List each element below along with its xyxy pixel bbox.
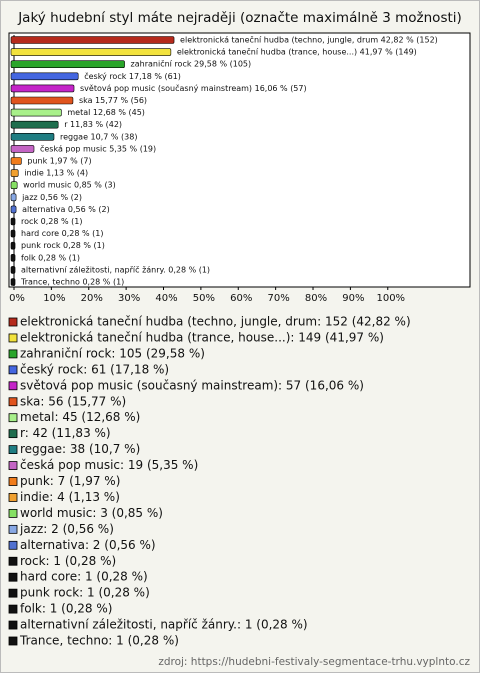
bar [10, 84, 75, 93]
value-label: punk rock 0,28 % (1) [21, 241, 105, 250]
legend-swatch [8, 397, 18, 407]
x-tick-label: 20% [81, 293, 103, 304]
legend-label: r: 42 (11,83 %) [20, 426, 111, 440]
value-label: světová pop music (současný mainstream) … [80, 83, 307, 93]
bar [10, 266, 16, 274]
legend-label: český rock: 61 (17,18 %) [20, 362, 169, 376]
bar [10, 229, 16, 238]
x-tick-label: 0% [9, 293, 25, 304]
value-label: metal 12,68 % (45) [67, 108, 145, 117]
legend-swatch [8, 477, 18, 486]
value-label: folk 0,28 % (1) [21, 253, 80, 262]
bar [10, 60, 125, 69]
legend-label: ska: 56 (15,77 %) [20, 394, 126, 408]
legend-label: alternativní záležitosti, napříč žánry.:… [20, 618, 308, 632]
legend-swatch [8, 413, 18, 423]
legend-label: hard core: 1 (0,28 %) [20, 570, 148, 584]
bar [10, 169, 19, 177]
plot-area [8, 32, 471, 288]
value-label: rock 0,28 % (1) [21, 217, 82, 226]
x-tick-label: 40% [155, 293, 177, 304]
value-label: r 11,83 % (42) [64, 120, 122, 129]
legend-label: punk: 7 (1,97 %) [20, 474, 120, 488]
legend-swatch [8, 540, 18, 550]
bar [10, 193, 17, 202]
legend-label: světová pop music (současný mainstream):… [20, 378, 364, 392]
bar [10, 157, 22, 165]
legend-label: rock: 1 (0,28 %) [20, 554, 116, 568]
legend-swatch [8, 381, 18, 391]
bar [10, 254, 16, 262]
bar [10, 278, 16, 286]
legend-label: česká pop music: 19 (5,35 %) [20, 458, 198, 472]
value-label: reggae 10,7 % (38) [60, 132, 137, 141]
bar [10, 36, 175, 44]
legend-swatch [8, 445, 18, 455]
value-label: indie 1,13 % (4) [24, 169, 88, 178]
value-label: jazz 0,56 % (2) [21, 193, 82, 202]
legend-swatch [8, 588, 18, 598]
chart-title: Jaký hudební styl máte nejraději (označt… [17, 10, 462, 26]
legend-swatch [8, 317, 18, 327]
legend-swatch [8, 604, 18, 614]
legend-label: metal: 45 (12,68 %) [20, 410, 140, 424]
legend-swatch [8, 572, 18, 582]
legend-label: Trance, techno: 1 (0,28 %) [19, 634, 179, 648]
bar [10, 133, 55, 141]
bar [10, 181, 18, 189]
legend-swatch [8, 620, 18, 630]
x-tick-label: 30% [118, 293, 140, 304]
legend-label: reggae: 38 (10,7 %) [20, 442, 140, 456]
legend-swatch [8, 349, 18, 359]
legend-swatch [8, 524, 18, 534]
x-tick-label: 100% [376, 293, 405, 304]
value-label: elektronická taneční hudba (trance, hous… [177, 47, 417, 57]
legend-label: zahraniční rock: 105 (29,58 %) [20, 346, 205, 360]
bar [10, 241, 16, 250]
legend-swatch [8, 508, 18, 518]
bar [10, 217, 16, 226]
legend-swatch [8, 365, 18, 375]
legend-label: world music: 3 (0,85 %) [20, 506, 163, 520]
legend-label: jazz: 2 (0,56 %) [19, 522, 114, 536]
bar [10, 96, 74, 105]
legend-swatch [8, 493, 18, 502]
x-tick-label: 70% [268, 293, 290, 304]
value-label: world music 0,85 % (3) [23, 181, 116, 190]
value-label: alternativní záležitosti, napříč žánry. … [21, 264, 210, 274]
bar [10, 205, 17, 214]
legend-label: alternativa: 2 (0,56 %) [20, 538, 156, 552]
bar [10, 120, 59, 129]
legend-swatch [8, 333, 18, 343]
legend-label: punk rock: 1 (0,28 %) [20, 586, 150, 600]
legend-label: folk: 1 (0,28 %) [20, 602, 112, 616]
value-label: Trance, techno 0,28 % (1) [20, 278, 124, 287]
legend-swatch [8, 556, 18, 566]
x-tick-label: 50% [193, 293, 215, 304]
x-tick-label: 90% [342, 293, 364, 304]
value-label: český rock 17,18 % (61) [84, 71, 181, 81]
bar [10, 108, 62, 117]
x-tick-label: 80% [305, 293, 327, 304]
legend-swatch [8, 636, 18, 646]
bar [10, 72, 79, 81]
source: zdroj: https://hudebni-festivaly-segment… [158, 656, 470, 668]
value-label: ska 15,77 % (56) [79, 96, 147, 105]
value-label: elektronická taneční hudba (techno, jung… [180, 35, 438, 45]
x-tick-label: 60% [230, 293, 252, 304]
value-label: česká pop music 5,35 % (19) [40, 143, 156, 153]
legend-swatch [8, 461, 18, 470]
value-label: alternativa 0,56 % (2) [22, 205, 110, 214]
value-label: punk 1,97 % (7) [27, 157, 91, 166]
bar [10, 48, 172, 56]
x-tick-label: 10% [43, 293, 65, 304]
legend-swatch [8, 429, 18, 439]
value-label: zahraniční rock 29,58 % (105) [131, 59, 252, 69]
legend-label: indie: 4 (1,13 %) [20, 490, 120, 504]
legend-label: elektronická taneční hudba (trance, hous… [20, 330, 384, 344]
value-label: hard core 0,28 % (1) [21, 229, 103, 238]
bar [10, 145, 35, 153]
legend-label: elektronická taneční hudba (techno, jung… [20, 315, 411, 329]
